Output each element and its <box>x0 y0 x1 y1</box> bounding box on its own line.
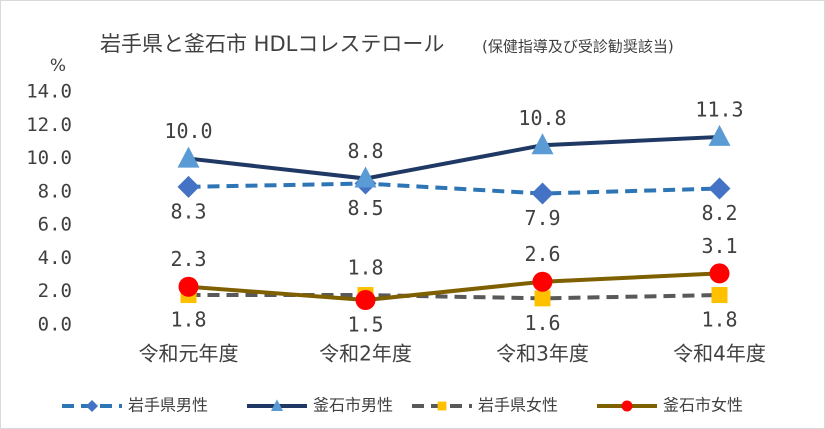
marker <box>355 290 376 311</box>
y-tick-label: 2.0 <box>38 280 72 302</box>
data-label: 3.1 <box>701 234 737 258</box>
marker <box>711 287 728 304</box>
series-line <box>188 181 720 196</box>
marker <box>531 182 554 205</box>
y-unit: % <box>50 56 66 76</box>
marker <box>85 399 99 413</box>
marker <box>354 166 377 188</box>
data-label: 1.5 <box>347 313 383 337</box>
marker <box>709 263 730 284</box>
data-label: 2.6 <box>524 242 560 266</box>
legend-marker <box>437 401 447 411</box>
marker <box>534 290 551 307</box>
y-tick-label: 8.0 <box>38 180 72 202</box>
series-line <box>188 271 720 303</box>
series-line <box>188 134 720 181</box>
chart-title: 岩手県と釜石市 HDLコレステロール <box>100 32 444 56</box>
y-tick-label: 6.0 <box>38 214 72 236</box>
data-label: 1.8 <box>701 308 737 332</box>
series-line <box>188 293 720 301</box>
data-label: 11.3 <box>695 97 743 121</box>
legend-marker <box>270 399 284 411</box>
data-label: 2.3 <box>170 247 206 271</box>
data-label: 1.8 <box>170 308 206 332</box>
legend-marker <box>85 399 99 413</box>
legend-label: 岩手県男性 <box>128 396 208 415</box>
data-label: 8.2 <box>701 201 737 225</box>
data-label: 10.8 <box>518 106 566 130</box>
marker <box>177 175 200 198</box>
marker <box>532 271 553 292</box>
marker <box>177 146 200 168</box>
y-tick-label: 4.0 <box>38 247 72 269</box>
x-tick-label: 令和4年度 <box>673 342 766 366</box>
marker <box>531 133 554 155</box>
data-label: 1.8 <box>347 256 383 280</box>
marker <box>708 177 731 200</box>
marker <box>621 400 633 412</box>
marker <box>708 124 731 146</box>
data-label: 8.5 <box>347 196 383 220</box>
data-label: 10.0 <box>164 119 212 143</box>
y-tick-label: 10.0 <box>26 147 72 169</box>
y-tick-label: 0.0 <box>38 314 72 336</box>
data-label: 8.3 <box>170 199 206 223</box>
legend-label: 岩手県女性 <box>478 396 558 415</box>
chart-subtitle: (保健指導及び受診勧奨該当) <box>482 38 674 56</box>
marker <box>178 276 199 297</box>
legend-marker <box>621 400 633 412</box>
legend-label: 釜石市男性 <box>313 396 393 415</box>
x-tick-label: 令和元年度 <box>139 342 239 366</box>
y-tick-label: 12.0 <box>26 114 72 136</box>
x-tick-label: 令和2年度 <box>319 342 412 366</box>
marker <box>437 401 447 411</box>
marker <box>270 399 284 411</box>
data-label: 7.9 <box>524 206 560 230</box>
y-tick-label: 14.0 <box>26 81 72 103</box>
data-label: 8.8 <box>347 139 383 163</box>
x-tick-label: 令和3年度 <box>496 342 589 366</box>
legend-label: 釜石市女性 <box>663 396 743 415</box>
data-label: 1.6 <box>524 311 560 335</box>
